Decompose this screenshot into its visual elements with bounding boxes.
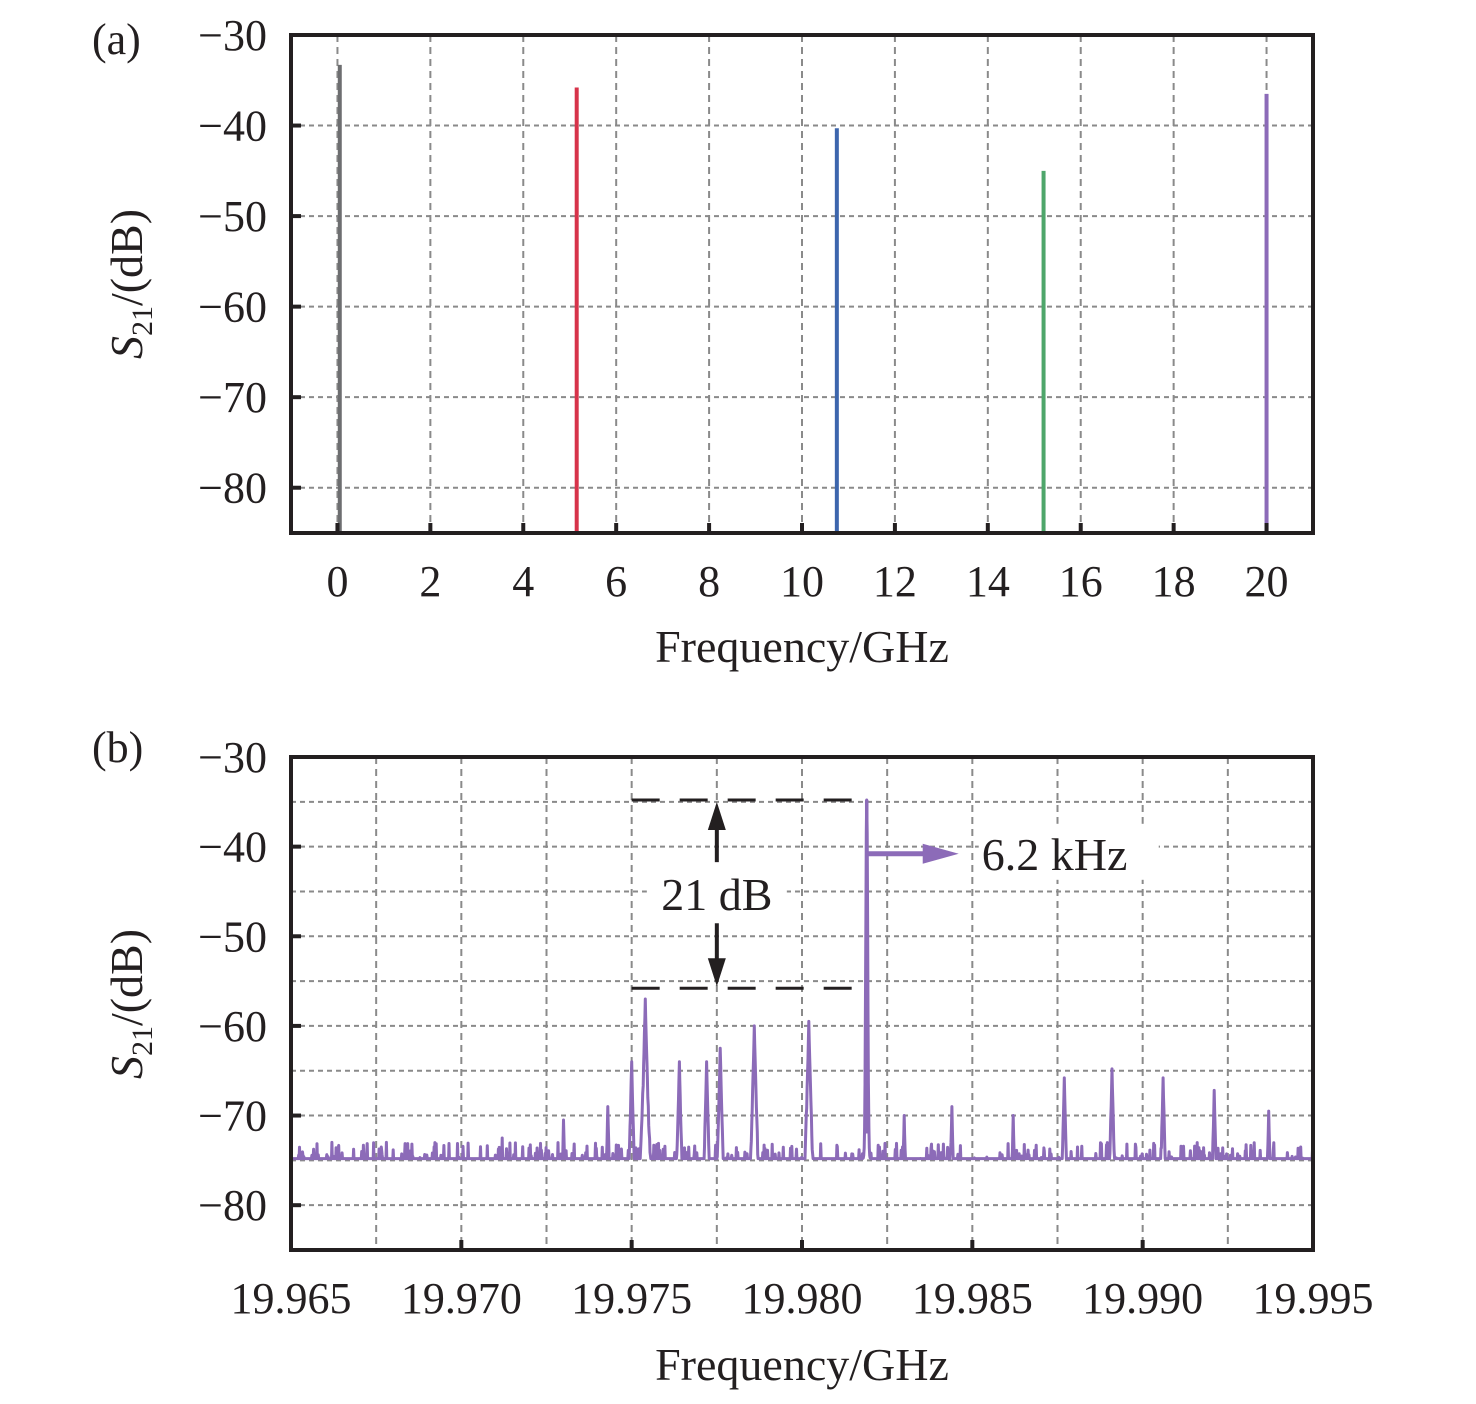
panel-b-grid [291, 757, 1313, 1250]
y-tick-label: −60 [198, 1002, 267, 1051]
linewidth-label-background [978, 823, 1159, 880]
y-tick-label: −80 [198, 1181, 267, 1230]
arrow-down-head-icon [707, 958, 726, 987]
panel-b-annotations: 21 dB 6.2 kHz [631, 798, 1159, 990]
panel-a-y-axis-symbol: S [101, 336, 152, 359]
x-tick-label: 19.975 [571, 1274, 692, 1323]
y-tick-label: −70 [198, 1092, 267, 1141]
panel-b-y-tick-labels: −30 −40 −50 −60 −70 −80 [198, 733, 267, 1230]
panel-a: (a) −30 −40 −50 −60 −70 −80 0 2 4 6 8 10 12 14 16 18 20… [92, 11, 1315, 672]
x-tick-label: 19.995 [1253, 1274, 1374, 1323]
y-tick-label: −40 [198, 102, 267, 151]
panel-a-series [337, 64, 1269, 533]
x-tick-label: 20 [1245, 557, 1289, 606]
x-tick-label: 2 [419, 557, 441, 606]
panel-a-y-axis-title: S21/(dB) [101, 209, 159, 359]
panel-b-y-axis-unit: /(dB) [101, 929, 152, 1026]
panel-a-label: (a) [92, 15, 141, 64]
y-tick-label: −80 [198, 464, 267, 513]
arrow-right-head-icon [922, 843, 959, 864]
x-tick-label: 6 [605, 557, 627, 606]
x-tick-label: 19.990 [1082, 1274, 1203, 1323]
x-tick-label: 0 [326, 557, 348, 606]
panel-a-y-axis-unit: /(dB) [101, 209, 152, 306]
panel-a-ticks [291, 123, 1269, 533]
panel-b-x-tick-labels: 19.965 19.970 19.975 19.980 19.985 19.990 19.9… [231, 1274, 1374, 1323]
panel-b-x-axis-title: Frequency/GHz [655, 1339, 949, 1390]
arrow-up-head-icon [707, 802, 726, 831]
panel-a-y-tick-labels: −30 −40 −50 −60 −70 −80 [198, 11, 267, 513]
x-tick-label: 18 [1152, 557, 1196, 606]
y-tick-label: −50 [198, 912, 267, 961]
x-tick-label: 12 [873, 557, 917, 606]
linewidth-label: 6.2 kHz [982, 829, 1128, 880]
panel-b-y-axis-symbol: S [101, 1056, 152, 1079]
x-tick-label: 4 [512, 557, 534, 606]
panel-a-grid [291, 35, 1313, 533]
y-tick-label: −70 [198, 373, 267, 422]
x-tick-label: 19.980 [742, 1274, 863, 1323]
x-tick-label: 8 [698, 557, 720, 606]
y-tick-label: −60 [198, 283, 267, 332]
panel-a-x-tick-labels: 0 2 4 6 8 10 12 14 16 18 20 [326, 557, 1288, 606]
x-tick-label: 19.985 [912, 1274, 1033, 1323]
panel-b-y-axis-subscript: 21 [126, 1026, 159, 1056]
level-difference-label: 21 dB [661, 869, 772, 920]
y-tick-label: −50 [198, 192, 267, 241]
panel-b-ticks [289, 844, 1315, 1250]
panel-b-y-axis-title: S21/(dB) [101, 929, 159, 1079]
panel-b: (b) 21 dB 6.2 kHz −30 −40 −50 −60 −70 −80 19.… [92, 723, 1374, 1390]
y-tick-label: −40 [198, 823, 267, 872]
series-spectrum [289, 798, 1315, 1161]
panel-b-label: (b) [92, 723, 143, 772]
level-label-background [646, 862, 787, 921]
panel-a-y-axis-subscript: 21 [126, 306, 159, 336]
x-tick-label: 16 [1059, 557, 1103, 606]
panel-a-x-axis-title: Frequency/GHz [655, 621, 949, 672]
y-tick-label: −30 [198, 11, 267, 60]
y-tick-label: −30 [198, 733, 267, 782]
x-tick-label: 19.965 [231, 1274, 352, 1323]
x-tick-label: 19.970 [401, 1274, 522, 1323]
x-tick-label: 10 [780, 557, 824, 606]
x-tick-label: 14 [966, 557, 1010, 606]
